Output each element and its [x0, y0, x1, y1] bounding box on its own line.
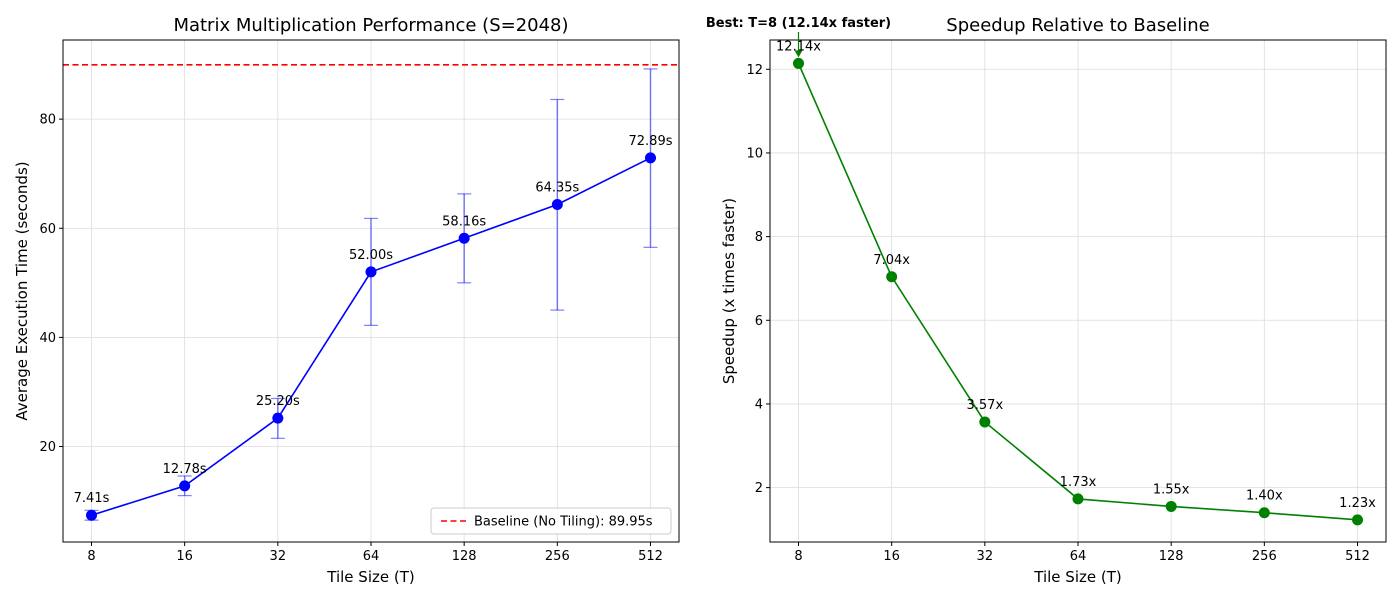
chart1-x-tick-label: 32: [270, 549, 287, 564]
chart2-y-tick-label: 8: [755, 230, 763, 245]
chart1-x-tick-label: 256: [545, 549, 570, 564]
chart1-x-tick-label: 512: [638, 549, 663, 564]
chart1-x-tick-label: 64: [363, 549, 380, 564]
chart2-x-tick-label: 32: [977, 549, 994, 564]
chart1-y-tick-label: 40: [39, 331, 56, 346]
chart2-x-tick-label: 512: [1345, 549, 1370, 564]
chart2-data-point: [1165, 500, 1177, 512]
chart2-x-tick-label: 256: [1252, 549, 1277, 564]
chart1-panel: 7.41s 12.78s 25.20s 52.00s 58.16s 64.35s 72.89…: [13, 15, 680, 586]
chart2-data-label: 1.73x: [1060, 475, 1097, 490]
chart2-data-label: 3.57x: [967, 398, 1004, 413]
chart2-data-point: [1072, 493, 1084, 505]
chart1-y-tick-label: 60: [39, 222, 56, 237]
chart1-x-tick-label: 128: [452, 549, 477, 564]
chart1-y-tick-label: 20: [39, 440, 56, 455]
chart2-x-tick-label: 64: [1070, 549, 1087, 564]
chart2-x-tick-label: 128: [1159, 549, 1184, 564]
chart1-title: Matrix Multiplication Performance (S=204…: [173, 15, 568, 36]
chart1-legend: Baseline (No Tiling): 89.95s: [430, 507, 672, 535]
chart1-data-point: [272, 412, 284, 424]
chart1-data-label: 25.20s: [256, 394, 300, 409]
chart1-data-point: [179, 480, 191, 492]
chart2-data-point: [793, 57, 804, 69]
chart2-annotation-arrow-head: [794, 50, 803, 58]
chart2-data-point: [1258, 507, 1270, 519]
chart1-data-label: 12.78s: [163, 462, 207, 477]
chart1-legend-box: [430, 507, 672, 535]
chart2-best-annotation: Best: T=8 (12.14x faster): [706, 16, 891, 31]
chart2-x-axis-label: Tile Size (T): [1033, 568, 1121, 586]
chart2-y-tick-label: 10: [746, 146, 763, 161]
chart2-y-axis-label: Speedup (x times faster): [720, 198, 738, 384]
chart2-y-tick-label: 12: [746, 63, 763, 78]
chart1-data-point: [86, 509, 97, 521]
chart2-data-label: 1.40x: [1246, 489, 1283, 504]
chart2-data-point: [886, 271, 898, 283]
chart1-data-label: 64.35s: [535, 181, 579, 196]
chart2-data-label: 7.04x: [873, 253, 910, 268]
chart2-data-label: 1.55x: [1153, 482, 1190, 497]
chart2-title: Speedup Relative to Baseline: [946, 15, 1209, 36]
chart2-data-point: [1352, 514, 1363, 526]
chart2-x-tick-label: 8: [794, 549, 802, 564]
chart1-data-point: [645, 152, 656, 164]
chart2-y-tick-label: 4: [755, 397, 763, 412]
chart1-data-label: 7.41s: [74, 491, 110, 506]
chart1-x-tick-label: 16: [176, 549, 193, 564]
chart2-data-point: [979, 416, 991, 428]
chart1-legend-label: Baseline (No Tiling): 89.95s: [474, 515, 653, 530]
chart1-x-tick-label: 8: [87, 549, 95, 564]
chart2-data-label: 1.23x: [1339, 496, 1376, 511]
chart1-data-label: 58.16s: [442, 214, 486, 229]
chart2-y-tick-label: 6: [755, 314, 763, 329]
chart1-y-axis-label: Average Execution Time (seconds): [13, 161, 31, 420]
chart1-data-point: [365, 266, 377, 278]
chart1-data-label: 72.89s: [629, 134, 673, 149]
chart1-data-point: [458, 232, 470, 244]
chart2-x-tick-label: 16: [883, 549, 900, 564]
chart1-x-axis-label: Tile Size (T): [326, 568, 414, 586]
chart1-data-label: 52.00s: [349, 248, 393, 263]
chart1-y-tick-label: 80: [39, 113, 56, 128]
chart2-y-tick-label: 2: [755, 481, 763, 496]
chart1-data-point: [551, 199, 563, 211]
